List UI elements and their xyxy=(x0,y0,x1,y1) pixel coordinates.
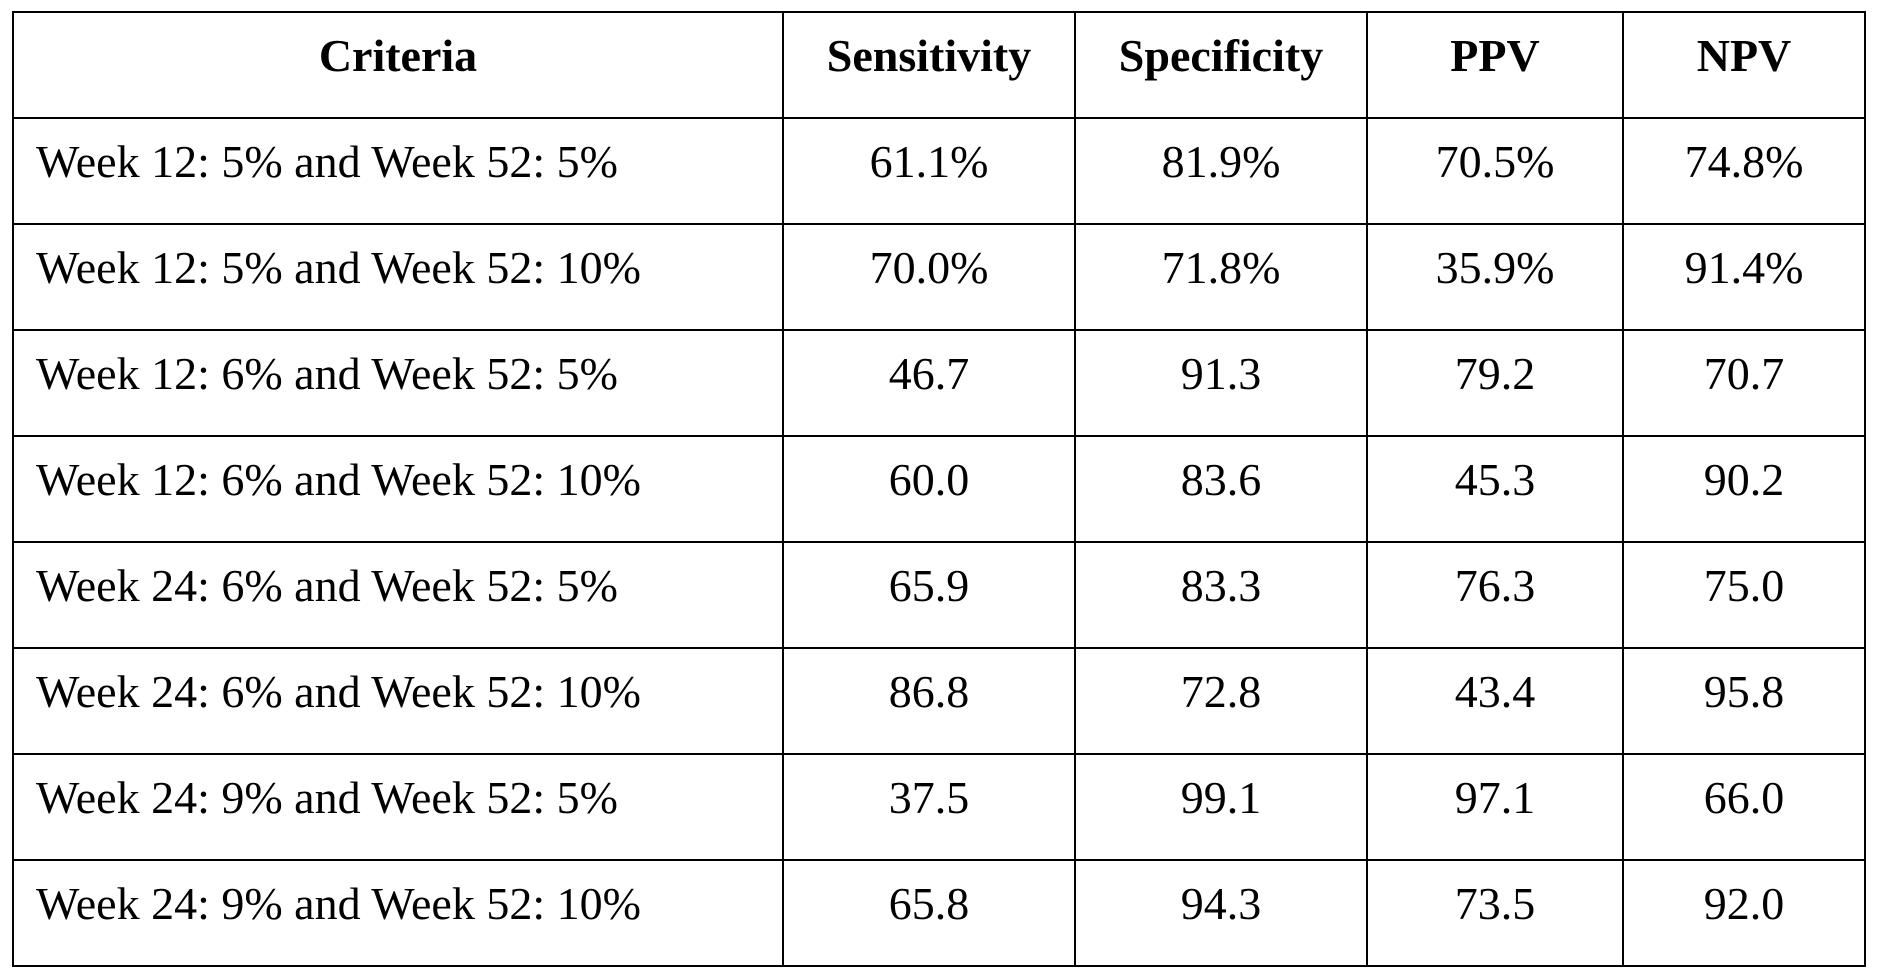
cell-ppv: 70.5% xyxy=(1367,118,1623,224)
cell-specificity: 81.9% xyxy=(1075,118,1367,224)
table-row: Week 12: 6% and Week 52: 5%46.791.379.27… xyxy=(13,330,1865,436)
cell-npv: 74.8% xyxy=(1623,118,1865,224)
cell-sensitivity: 61.1% xyxy=(783,118,1075,224)
cell-sensitivity: 70.0% xyxy=(783,224,1075,330)
criteria-performance-table: Criteria Sensitivity Specificity PPV NPV… xyxy=(12,11,1866,967)
cell-npv: 75.0 xyxy=(1623,542,1865,648)
cell-sensitivity: 86.8 xyxy=(783,648,1075,754)
cell-ppv: 79.2 xyxy=(1367,330,1623,436)
column-header-npv: NPV xyxy=(1623,12,1865,118)
cell-ppv: 76.3 xyxy=(1367,542,1623,648)
column-header-criteria: Criteria xyxy=(13,12,783,118)
cell-specificity: 72.8 xyxy=(1075,648,1367,754)
cell-criteria: Week 24: 6% and Week 52: 10% xyxy=(13,648,783,754)
table-row: Week 24: 6% and Week 52: 10%86.872.843.4… xyxy=(13,648,1865,754)
cell-criteria: Week 12: 6% and Week 52: 10% xyxy=(13,436,783,542)
cell-npv: 70.7 xyxy=(1623,330,1865,436)
data-table-container: Criteria Sensitivity Specificity PPV NPV… xyxy=(12,11,1864,967)
table-body: Week 12: 5% and Week 52: 5%61.1%81.9%70.… xyxy=(13,118,1865,966)
cell-npv: 95.8 xyxy=(1623,648,1865,754)
table-header-row: Criteria Sensitivity Specificity PPV NPV xyxy=(13,12,1865,118)
cell-ppv: 45.3 xyxy=(1367,436,1623,542)
cell-ppv: 43.4 xyxy=(1367,648,1623,754)
cell-npv: 92.0 xyxy=(1623,860,1865,966)
cell-criteria: Week 24: 9% and Week 52: 10% xyxy=(13,860,783,966)
cell-specificity: 99.1 xyxy=(1075,754,1367,860)
table-row: Week 24: 6% and Week 52: 5%65.983.376.37… xyxy=(13,542,1865,648)
cell-sensitivity: 65.9 xyxy=(783,542,1075,648)
cell-sensitivity: 46.7 xyxy=(783,330,1075,436)
cell-specificity: 83.6 xyxy=(1075,436,1367,542)
cell-specificity: 83.3 xyxy=(1075,542,1367,648)
cell-specificity: 91.3 xyxy=(1075,330,1367,436)
column-header-ppv: PPV xyxy=(1367,12,1623,118)
cell-criteria: Week 12: 5% and Week 52: 5% xyxy=(13,118,783,224)
table-row: Week 24: 9% and Week 52: 5%37.599.197.16… xyxy=(13,754,1865,860)
table-row: Week 24: 9% and Week 52: 10%65.894.373.5… xyxy=(13,860,1865,966)
cell-npv: 91.4% xyxy=(1623,224,1865,330)
cell-criteria: Week 24: 6% and Week 52: 5% xyxy=(13,542,783,648)
cell-sensitivity: 65.8 xyxy=(783,860,1075,966)
cell-sensitivity: 37.5 xyxy=(783,754,1075,860)
cell-ppv: 35.9% xyxy=(1367,224,1623,330)
table-row: Week 12: 5% and Week 52: 10%70.0%71.8%35… xyxy=(13,224,1865,330)
cell-ppv: 73.5 xyxy=(1367,860,1623,966)
column-header-specificity: Specificity xyxy=(1075,12,1367,118)
cell-npv: 66.0 xyxy=(1623,754,1865,860)
cell-npv: 90.2 xyxy=(1623,436,1865,542)
table-row: Week 12: 5% and Week 52: 5%61.1%81.9%70.… xyxy=(13,118,1865,224)
cell-specificity: 71.8% xyxy=(1075,224,1367,330)
cell-specificity: 94.3 xyxy=(1075,860,1367,966)
cell-sensitivity: 60.0 xyxy=(783,436,1075,542)
column-header-sensitivity: Sensitivity xyxy=(783,12,1075,118)
cell-criteria: Week 12: 5% and Week 52: 10% xyxy=(13,224,783,330)
table-row: Week 12: 6% and Week 52: 10%60.083.645.3… xyxy=(13,436,1865,542)
cell-criteria: Week 24: 9% and Week 52: 5% xyxy=(13,754,783,860)
cell-ppv: 97.1 xyxy=(1367,754,1623,860)
cell-criteria: Week 12: 6% and Week 52: 5% xyxy=(13,330,783,436)
